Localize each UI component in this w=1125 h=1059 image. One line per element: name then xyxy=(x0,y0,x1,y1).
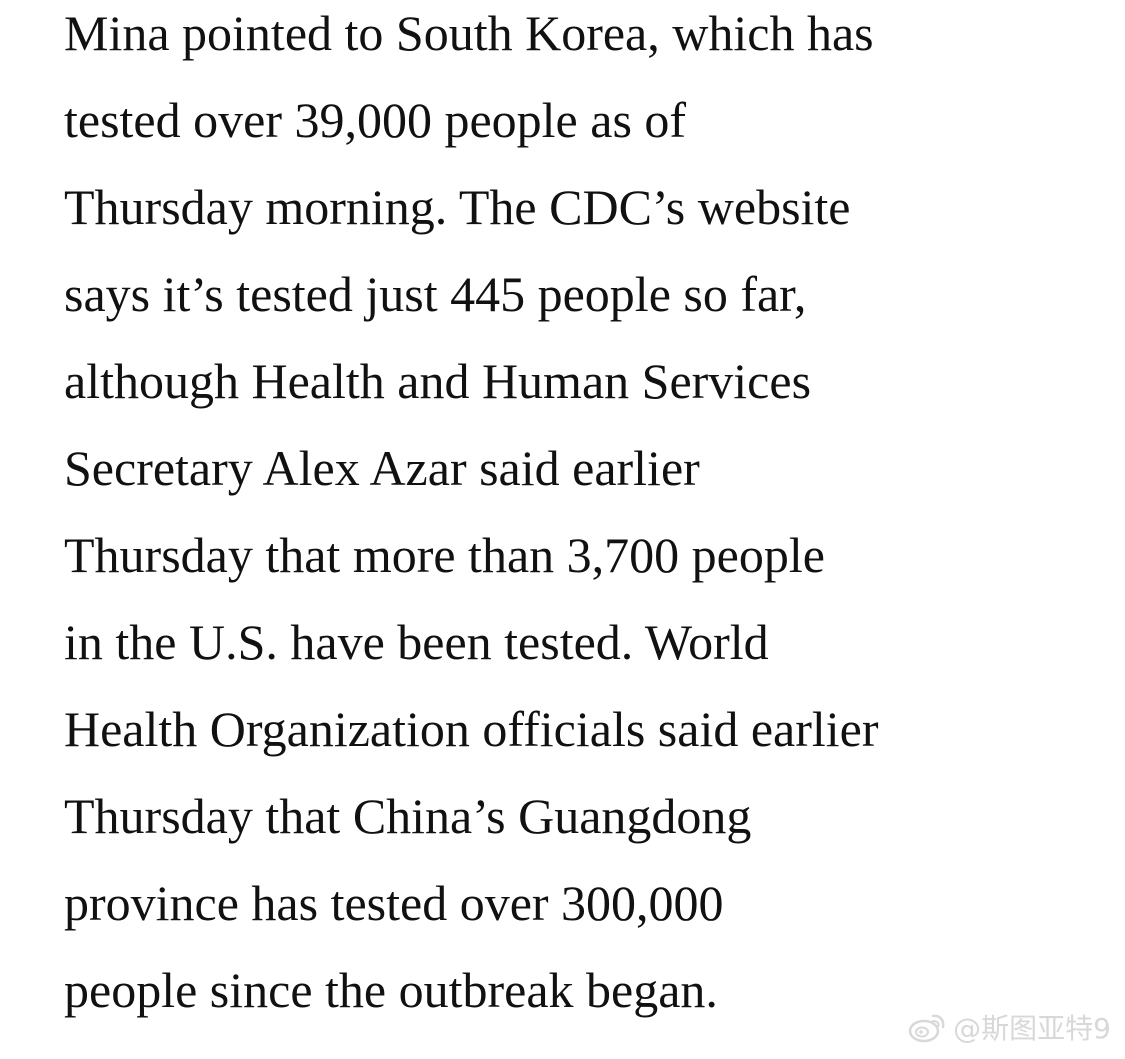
article-line: Health Organization officials said earli… xyxy=(64,701,879,757)
article-line: Thursday that China’s Guangdong xyxy=(64,788,752,844)
article-line: says it’s tested just 445 people so far, xyxy=(64,266,807,322)
article-line: province has tested over 300,000 xyxy=(64,875,724,931)
article-line: in the U.S. have been tested. World xyxy=(64,614,769,670)
weibo-watermark: @斯图亚特9 xyxy=(907,1007,1111,1047)
article-line: Thursday that more than 3,700 people xyxy=(64,527,825,583)
article-text-block: Mina pointed to South Korea, which has t… xyxy=(64,0,1104,1034)
article-line: although Health and Human Services xyxy=(64,353,812,409)
article-line: Secretary Alex Azar said earlier xyxy=(64,440,700,496)
article-line: Thursday morning. The CDC’s website xyxy=(64,179,851,235)
article-line: people since the outbreak began. xyxy=(64,962,718,1018)
article-line: Mina pointed to South Korea, which has xyxy=(64,5,874,61)
article-paragraph: Mina pointed to South Korea, which has t… xyxy=(64,0,1104,1034)
watermark-handle: @斯图亚特9 xyxy=(953,1012,1111,1045)
article-line: tested over 39,000 people as of xyxy=(64,92,687,148)
weibo-icon xyxy=(907,1011,947,1043)
